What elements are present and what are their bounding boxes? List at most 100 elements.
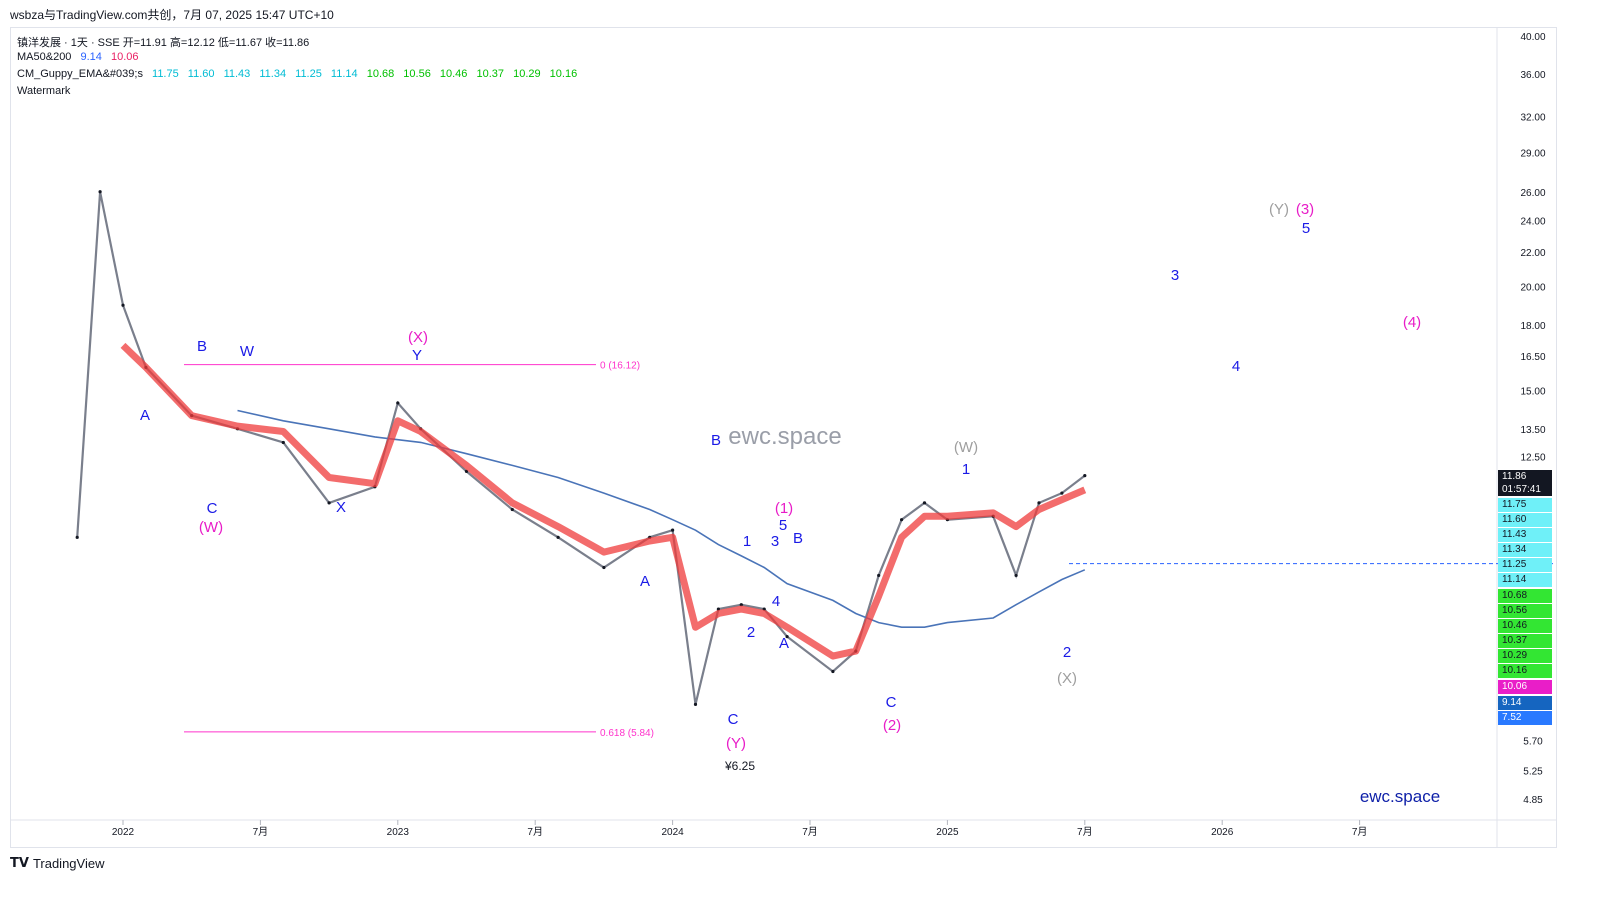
time-axis-tick-label: 2024	[661, 827, 684, 838]
price-axis-tag: 10.56	[1498, 604, 1552, 618]
price-point	[396, 401, 400, 405]
wave-label-blue: 4	[772, 593, 780, 610]
price-axis-tag: 11.43	[1498, 528, 1552, 542]
guppy-fast-value: 11.75	[152, 68, 179, 80]
ma200-line[interactable]	[237, 409, 1086, 628]
wave-label-magenta: (1)	[775, 500, 793, 517]
chart-frame[interactable]	[10, 27, 1557, 848]
price-point	[327, 501, 331, 505]
price-axis-tag: 10.06	[1498, 680, 1552, 694]
price-point	[98, 190, 102, 194]
wave-label-blue: 2	[747, 624, 755, 641]
price-axis-tick-label: 40.00	[1520, 32, 1545, 43]
wave-label-gray: (Y)	[1269, 201, 1289, 218]
price-axis-tick-label: 18.00	[1520, 321, 1545, 332]
guppy-fast-value: 11.34	[259, 68, 287, 80]
price-axis-tick-label: 29.00	[1520, 148, 1545, 159]
wave-label-magenta: (3)	[1296, 201, 1314, 218]
guppy-slow-value: 10.56	[403, 68, 431, 80]
legend-ma-name: MA50&200	[17, 51, 72, 63]
guppy-fast-value: 11.60	[187, 68, 215, 80]
legend-ma-value-200: 10.06	[110, 51, 139, 63]
wave-label-blue: 2	[1063, 644, 1071, 661]
time-axis-tick-label: 2026	[1211, 827, 1234, 838]
price-axis-tag: 10.46	[1498, 619, 1552, 633]
legend-guppy[interactable]: CM_Guppy_EMA&#039;s 11.75 11.60 11.43 11…	[17, 68, 583, 80]
wave-label-gray: (W)	[954, 439, 978, 456]
time-axis-tick-label: 2023	[387, 827, 410, 838]
legend-guppy-name: CM_Guppy_EMA&#039;s	[17, 68, 143, 80]
wave-label-gray: (X)	[1057, 670, 1077, 687]
fib-level-618-label: 0.618 (5.84)	[600, 728, 654, 739]
wave-label-blue: 3	[771, 533, 779, 550]
countdown-timer: 01:57:41	[1502, 484, 1541, 495]
price-axis-tick-label: 4.85	[1523, 795, 1543, 806]
wave-label-blue: C	[728, 711, 739, 728]
wave-label-blue: X	[336, 499, 346, 516]
legend-watermark[interactable]: Watermark	[17, 85, 71, 97]
price-axis-tick-label: 15.00	[1520, 387, 1545, 398]
wave-label-blue: C	[886, 694, 897, 711]
wave-label-blue: C	[207, 500, 218, 517]
price-point	[1037, 501, 1041, 505]
low-price-label: ¥6.25	[724, 759, 755, 773]
wave-label-blue: 1	[743, 533, 751, 550]
wave-label-blue: A	[640, 573, 650, 590]
wave-label-blue: Y	[412, 347, 422, 364]
guppy-slow-value: 10.46	[439, 68, 468, 80]
price-point	[281, 440, 285, 445]
legend-ma[interactable]: MA50&200 9.14 10.06	[17, 51, 145, 63]
price-point	[1060, 491, 1064, 495]
price-point	[1014, 573, 1018, 578]
wave-label-blue: 4	[1232, 358, 1240, 375]
price-point	[877, 573, 881, 578]
time-axis-tick-label: 2022	[112, 827, 135, 838]
wave-label-blue: 5	[779, 517, 787, 534]
wave-label-blue: B	[711, 432, 721, 449]
wave-label-blue: B	[197, 338, 207, 355]
guppy-ribbon	[120, 342, 1087, 660]
legend-ma-value-50: 9.14	[80, 51, 102, 63]
guppy-fast-value: 11.25	[295, 68, 322, 80]
time-axis-tick-label: 7月	[1077, 826, 1093, 838]
price-point	[671, 528, 675, 532]
guppy-slow-value: 10.29	[513, 68, 541, 80]
price-point	[121, 303, 125, 307]
footer[interactable]: 𝗧𝗩 TradingView	[10, 855, 104, 871]
price-point	[464, 469, 469, 473]
wave-label-blue: 3	[1171, 267, 1179, 284]
price-axis-tag: 7.52	[1498, 711, 1552, 725]
legend-symbol-line[interactable]: 镇洋发展 · 1天 · SSE 开=11.91 高=12.12 低=11.67 …	[17, 37, 310, 49]
price-axis-tick-label: 24.00	[1520, 217, 1545, 228]
wave-label-blue: 5	[1302, 220, 1310, 237]
price-axis-tick-label: 36.00	[1520, 70, 1545, 81]
wave-label-blue: W	[240, 343, 255, 360]
price-axis-tag: 10.37	[1498, 634, 1552, 648]
guppy-fast-value: 11.14	[330, 68, 358, 80]
time-axis-tick-label: 7月	[253, 826, 269, 838]
price-axis-tick-label: 32.00	[1520, 113, 1545, 124]
wave-label-magenta: (X)	[408, 329, 428, 346]
wave-label-magenta: (4)	[1403, 314, 1421, 331]
wave-label-magenta: (W)	[199, 519, 223, 536]
price-point	[785, 634, 789, 639]
chart-header-title: wsbza与TradingView.com共创，7月 07, 2025 15:4…	[10, 8, 334, 22]
price-line[interactable]	[76, 191, 1086, 705]
price-axis-tick-label: 12.50	[1520, 453, 1545, 464]
price-axis-tag: 11.25	[1498, 558, 1552, 572]
price-axis-tag: 11.60	[1498, 513, 1552, 527]
corner-watermark-text: ewc.space	[1360, 787, 1440, 806]
price-axis-tag: 9.14	[1498, 696, 1552, 710]
price-axis-tag: 10.16	[1498, 664, 1552, 678]
guppy-slow-value: 10.16	[549, 68, 578, 80]
price-axis-tick-label: 13.50	[1520, 425, 1545, 436]
price-axis-tag: 11.34	[1498, 543, 1552, 557]
price-axis-tick-label: 20.00	[1520, 283, 1545, 294]
wave-label-blue: 1	[962, 461, 970, 478]
time-axis-tick-label: 7月	[1352, 826, 1368, 838]
price-point	[75, 535, 79, 539]
center-watermark-text: ewc.space	[728, 423, 841, 450]
wave-label-blue: A	[779, 635, 789, 652]
price-axis-tag: 11.86 01:57:41	[1498, 470, 1552, 496]
